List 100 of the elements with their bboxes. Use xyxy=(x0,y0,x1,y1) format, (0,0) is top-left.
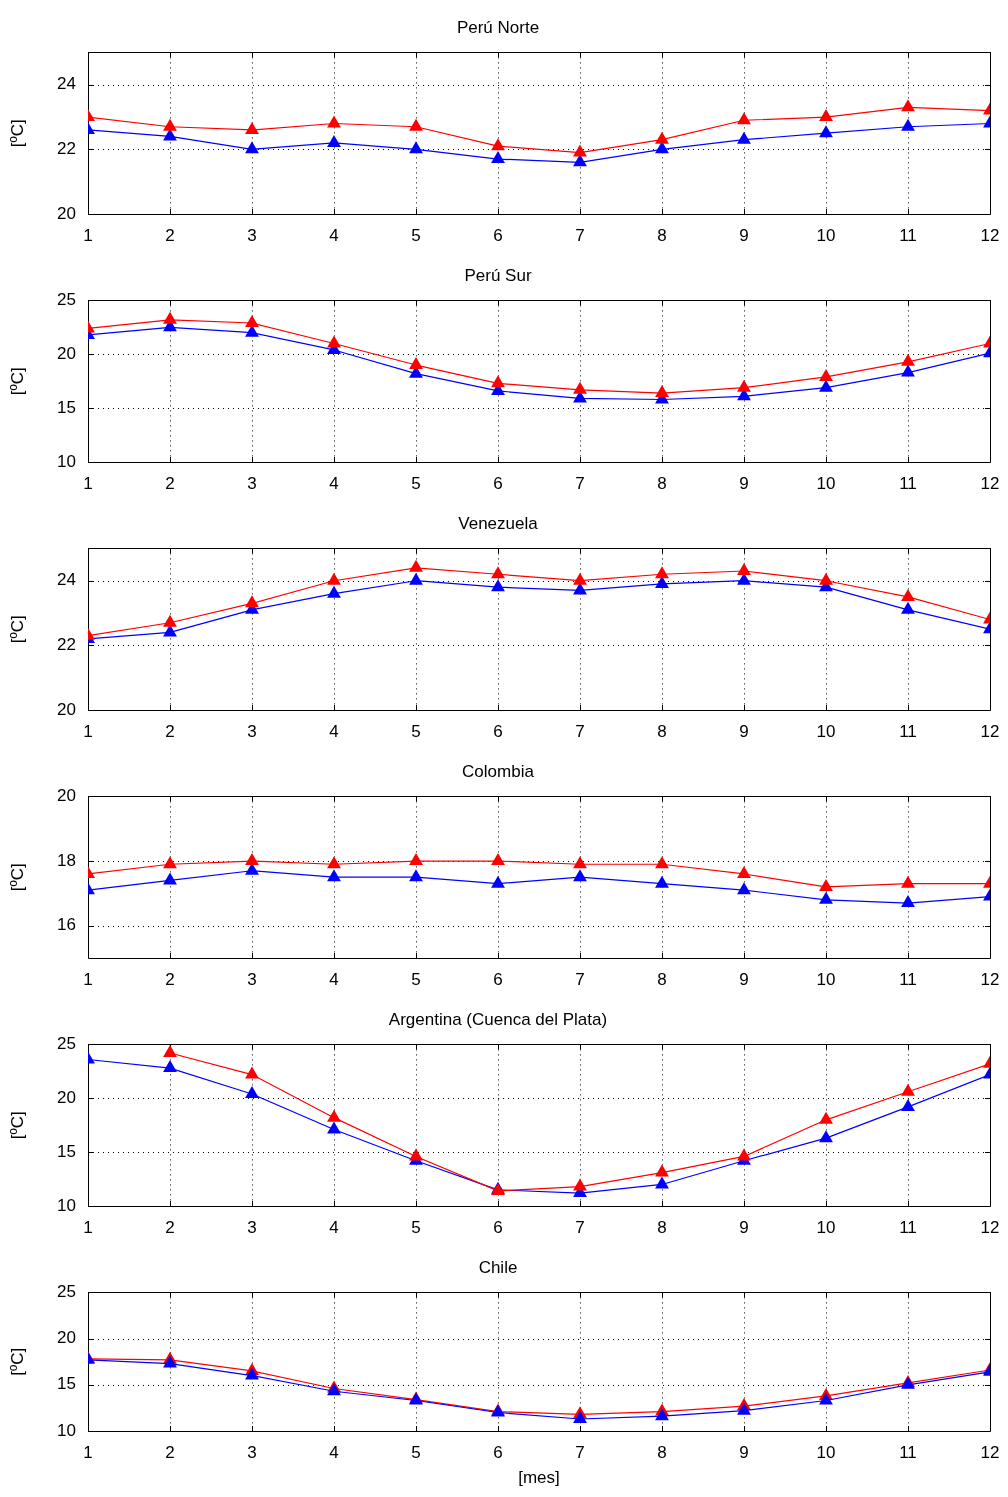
y-tick-label: 18 xyxy=(57,850,76,870)
y-axis-title: [ºC] xyxy=(7,367,27,396)
x-tick-label: 1 xyxy=(83,473,93,493)
x-tick-label: 9 xyxy=(739,225,749,245)
y-tick-label: 24 xyxy=(57,570,76,590)
x-tick-label: 8 xyxy=(657,969,667,989)
y-tick-label: 20 xyxy=(57,786,76,806)
chart-title: Chile xyxy=(478,1257,518,1277)
x-tick-label: 4 xyxy=(329,969,339,989)
y-axis-title: [ºC] xyxy=(7,863,27,892)
y-tick-label: 15 xyxy=(57,397,76,417)
y-axis-title: [ºC] xyxy=(7,1347,27,1376)
x-tick-label: 5 xyxy=(411,721,421,741)
x-tick-label: 9 xyxy=(739,1217,749,1237)
x-tick-label: 7 xyxy=(575,721,585,741)
x-tick-label: 2 xyxy=(165,1442,175,1462)
x-tick-label: 3 xyxy=(247,225,257,245)
x-tick-label: 6 xyxy=(493,969,503,989)
x-tick-label: 3 xyxy=(247,473,257,493)
x-tick-label: 11 xyxy=(899,225,917,245)
chart-title: Venezuela xyxy=(458,513,539,533)
y-axis-title: [ºC] xyxy=(7,615,27,644)
chart-title: Colombia xyxy=(462,761,535,781)
x-tick-label: 8 xyxy=(657,1217,667,1237)
chart-title: Argentina (Cuenca del Plata) xyxy=(388,1009,608,1029)
y-tick-label: 10 xyxy=(57,451,76,471)
x-tick-label: 8 xyxy=(657,721,667,741)
x-tick-label: 3 xyxy=(247,1217,257,1237)
x-tick-label: 12 xyxy=(980,1217,1000,1237)
x-tick-label: 2 xyxy=(165,969,175,989)
x-tick-label: 2 xyxy=(165,225,175,245)
y-tick-label: 10 xyxy=(57,1420,76,1440)
x-tick-label: 11 xyxy=(899,1442,917,1462)
x-tick-label: 12 xyxy=(980,473,1000,493)
y-tick-label: 10 xyxy=(57,1195,76,1215)
x-tick-label: 9 xyxy=(739,969,749,989)
y-tick-label: 25 xyxy=(57,1034,76,1054)
y-axis-title: [ºC] xyxy=(7,119,27,148)
x-tick-label: 4 xyxy=(329,225,339,245)
y-tick-label: 24 xyxy=(57,74,76,94)
x-tick-label: 11 xyxy=(899,969,917,989)
x-tick-label: 6 xyxy=(493,721,503,741)
y-tick-label: 20 xyxy=(57,699,76,719)
x-tick-label: 12 xyxy=(980,721,1000,741)
x-tick-label: 9 xyxy=(739,473,749,493)
x-tick-label: 2 xyxy=(165,1217,175,1237)
x-tick-label: 4 xyxy=(329,1217,339,1237)
y-tick-label: 15 xyxy=(57,1141,76,1161)
x-tick-label: 1 xyxy=(83,1442,93,1462)
x-tick-label: 10 xyxy=(816,473,836,493)
x-tick-label: 4 xyxy=(329,473,339,493)
x-tick-label: 2 xyxy=(165,473,175,493)
y-tick-label: 16 xyxy=(57,915,76,935)
x-tick-label: 8 xyxy=(657,225,667,245)
x-tick-label: 9 xyxy=(739,1442,749,1462)
x-tick-label: 9 xyxy=(739,721,749,741)
x-tick-label: 7 xyxy=(575,1217,585,1237)
x-tick-label: 10 xyxy=(816,969,836,989)
x-tick-label: 6 xyxy=(493,473,503,493)
chart-title: Perú Norte xyxy=(456,17,540,37)
y-tick-label: 20 xyxy=(57,1328,76,1348)
y-tick-label: 20 xyxy=(57,343,76,363)
x-tick-label: 12 xyxy=(980,225,1000,245)
y-tick-label: 25 xyxy=(57,1282,76,1302)
x-tick-label: 2 xyxy=(165,721,175,741)
x-tick-label: 5 xyxy=(411,225,421,245)
x-tick-label: 7 xyxy=(575,969,585,989)
y-tick-label: 20 xyxy=(57,1087,76,1107)
x-tick-label: 10 xyxy=(816,225,836,245)
x-tick-label: 3 xyxy=(247,1442,257,1462)
x-tick-label: 5 xyxy=(411,969,421,989)
x-tick-label: 1 xyxy=(83,225,93,245)
x-tick-label: 5 xyxy=(411,1217,421,1237)
chart-title: Perú Sur xyxy=(464,265,532,285)
x-tick-label: 11 xyxy=(899,1217,917,1237)
x-tick-label: 1 xyxy=(83,721,93,741)
y-tick-label: 22 xyxy=(57,635,76,655)
x-tick-label: 12 xyxy=(980,1442,1000,1462)
x-tick-label: 10 xyxy=(816,721,836,741)
x-tick-label: 4 xyxy=(329,1442,339,1462)
x-tick-label: 6 xyxy=(493,225,503,245)
x-tick-label: 8 xyxy=(657,473,667,493)
x-tick-label: 5 xyxy=(411,1442,421,1462)
x-tick-label: 11 xyxy=(899,721,917,741)
x-tick-label: 10 xyxy=(816,1442,836,1462)
y-tick-label: 22 xyxy=(57,139,76,159)
x-tick-label: 8 xyxy=(657,1442,667,1462)
x-tick-label: 7 xyxy=(575,1442,585,1462)
x-tick-label: 12 xyxy=(980,969,1000,989)
x-tick-label: 5 xyxy=(411,473,421,493)
x-tick-label: 10 xyxy=(816,1217,836,1237)
x-axis-title: [mes] xyxy=(518,1468,560,1488)
y-tick-label: 15 xyxy=(57,1374,76,1394)
x-tick-label: 4 xyxy=(329,721,339,741)
x-tick-label: 7 xyxy=(575,225,585,245)
x-tick-label: 6 xyxy=(493,1442,503,1462)
x-tick-label: 1 xyxy=(83,1217,93,1237)
x-tick-label: 3 xyxy=(247,969,257,989)
x-tick-label: 11 xyxy=(899,473,917,493)
x-tick-label: 1 xyxy=(83,969,93,989)
